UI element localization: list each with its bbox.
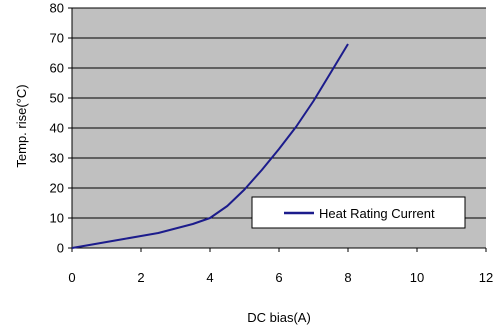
y-tick-label: 80 bbox=[50, 1, 64, 16]
y-tick-label: 70 bbox=[50, 31, 64, 46]
series-line bbox=[71, 43, 349, 249]
y-tick-label: 0 bbox=[57, 241, 64, 256]
grid-layer bbox=[72, 7, 486, 219]
x-tick-label: 4 bbox=[206, 270, 213, 285]
y-tick-label: 40 bbox=[50, 121, 64, 136]
y-tick-label: 60 bbox=[50, 61, 64, 76]
y-tick-label: 30 bbox=[50, 151, 64, 166]
x-tick-label: 8 bbox=[344, 270, 351, 285]
x-tick-label: 6 bbox=[275, 270, 282, 285]
y-tick-label: 20 bbox=[50, 181, 64, 196]
legend: Heat Rating Current bbox=[251, 196, 466, 229]
x-tick-label: 2 bbox=[137, 270, 144, 285]
legend-series-label: Heat Rating Current bbox=[319, 206, 435, 221]
y-axis-title: Temp. rise(°C) bbox=[14, 84, 29, 167]
tick-labels: 0 10 20 30 40 50 60 70 80 0 2 4 6 8 10 12 bbox=[50, 1, 494, 286]
series-layer bbox=[71, 43, 349, 249]
x-tick-label: 10 bbox=[410, 270, 424, 285]
y-tick-label: 10 bbox=[50, 211, 64, 226]
x-tick-label: 12 bbox=[479, 270, 493, 285]
x-tick-label: 0 bbox=[68, 270, 75, 285]
x-axis-title: DC bias(A) bbox=[247, 310, 311, 325]
y-tick-label: 50 bbox=[50, 91, 64, 106]
